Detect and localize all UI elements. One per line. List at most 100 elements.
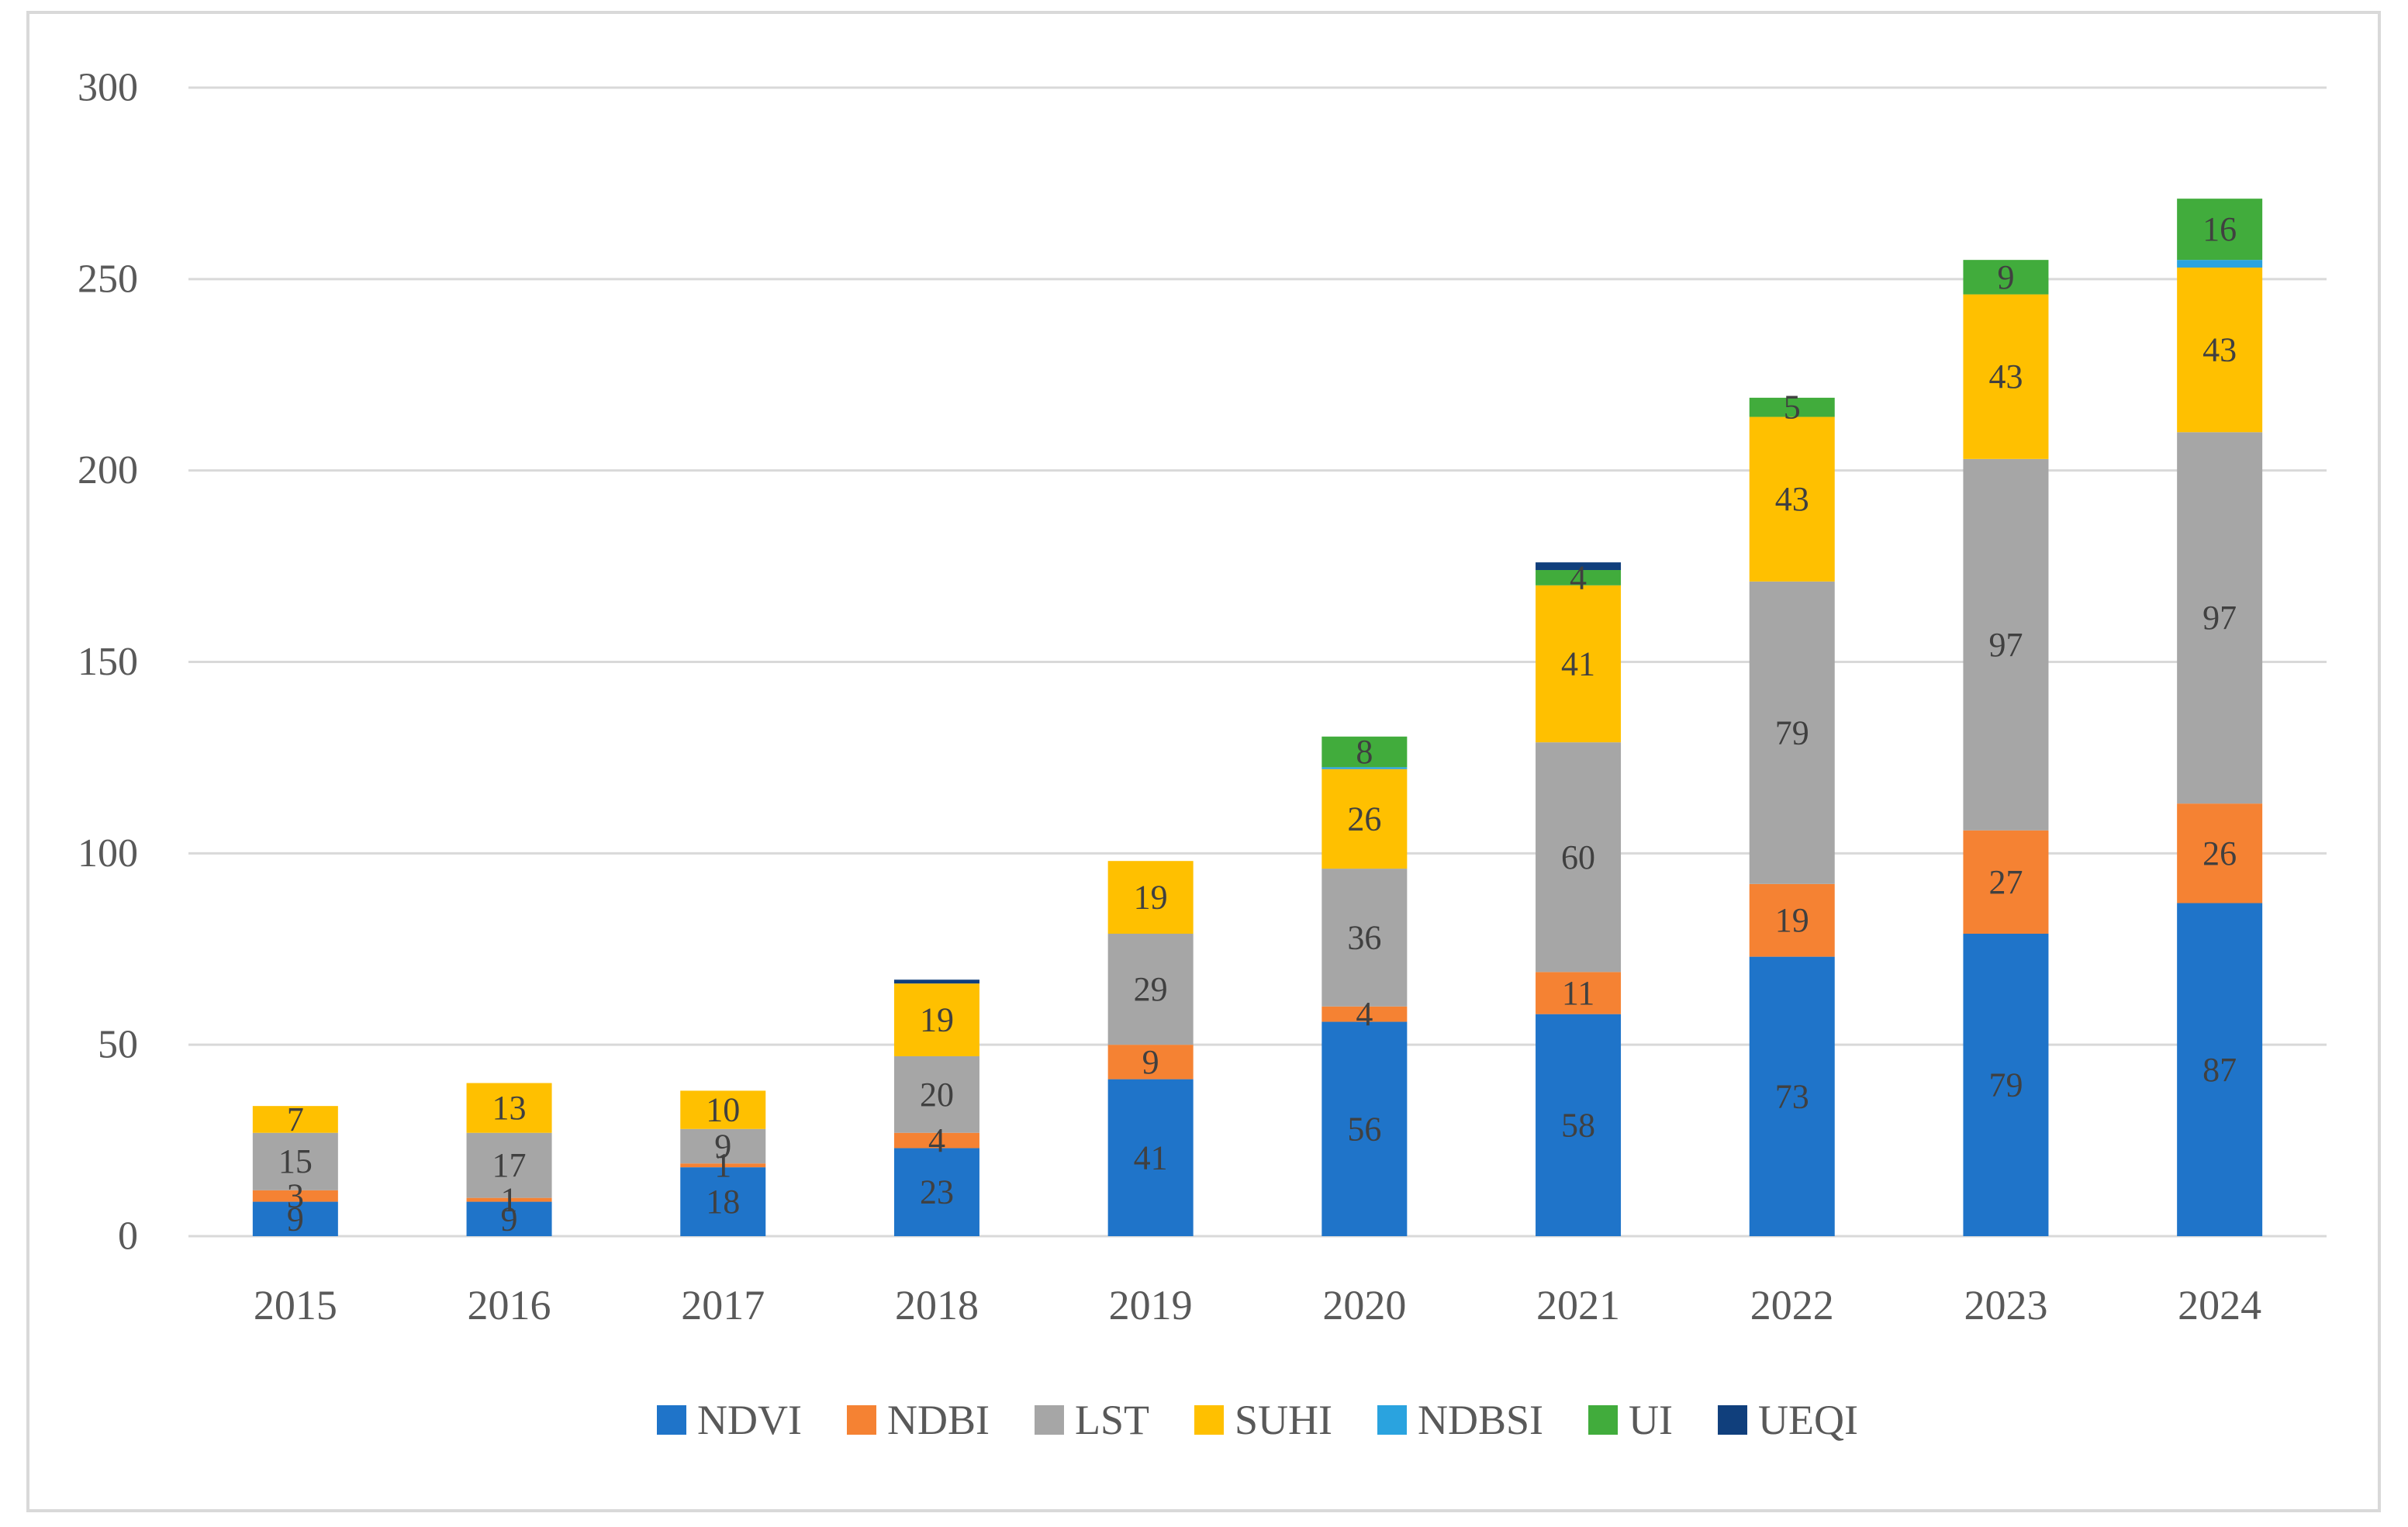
bar-segment-suhi-2018 — [893, 983, 979, 1056]
data-label-ndbi-2019: 9 — [1142, 1043, 1159, 1081]
bar-segment-suhi-2020 — [1321, 769, 1408, 869]
data-label-suhi-2019: 19 — [1134, 879, 1168, 917]
bar-segment-ndbsi-2024 — [2177, 260, 2263, 268]
y-tick-label: 0 — [118, 1214, 138, 1259]
bar-segment-ndvi-2024 — [2177, 903, 2263, 1236]
bar-segment-lst-2017 — [680, 1128, 766, 1164]
legend-label-ndbi: NDBI — [887, 1397, 990, 1443]
bar-segment-ui-2022 — [1749, 397, 1835, 417]
data-label-ndvi-2023: 79 — [1988, 1066, 2023, 1104]
legend-label-ui: UI — [1629, 1397, 1673, 1443]
bar-segment-ndbi-2024 — [2177, 803, 2263, 903]
data-label-ndvi-2015: 9 — [287, 1200, 304, 1238]
data-label-lst-2020: 36 — [1347, 918, 1381, 956]
bar-segment-suhi-2019 — [1107, 861, 1194, 935]
x-tick-label: 2016 — [468, 1282, 551, 1328]
data-label-lst-2017: 9 — [714, 1127, 731, 1165]
bar-segment-ndvi-2016 — [466, 1201, 552, 1236]
bar-segment-lst-2024 — [2177, 432, 2263, 804]
bar-segment-suhi-2023 — [1963, 294, 2049, 459]
bar-segment-ndvi-2017 — [680, 1167, 766, 1236]
legend-swatch-ueqi — [1718, 1405, 1748, 1435]
legend-swatch-ndbsi — [1377, 1405, 1408, 1435]
data-label-ndbi-2023: 27 — [1988, 863, 2023, 901]
data-label-ndvi-2022: 73 — [1775, 1077, 1809, 1115]
x-tick-label: 2018 — [895, 1282, 979, 1328]
bar-segment-lst-2021 — [1536, 742, 1622, 973]
data-label-ndbi-2024: 26 — [2202, 834, 2237, 872]
data-label-suhi-2020: 26 — [1347, 800, 1381, 838]
bar-segment-suhi-2015 — [252, 1106, 338, 1133]
y-tick-label: 150 — [78, 640, 138, 684]
bar-segment-suhi-2016 — [466, 1083, 552, 1133]
bar-segment-ndbi-2023 — [1963, 830, 2049, 935]
bar-segment-ndbi-2017 — [680, 1163, 766, 1168]
data-label-lst-2016: 17 — [492, 1146, 527, 1184]
bar-segment-ndvi-2021 — [1536, 1014, 1622, 1236]
y-tick-label: 200 — [78, 448, 138, 492]
data-label-suhi-2016: 13 — [492, 1089, 527, 1127]
legend-label-ueqi: UEQI — [1758, 1397, 1858, 1443]
y-tick-label: 100 — [78, 831, 138, 876]
data-label-ndvi-2016: 9 — [501, 1200, 518, 1238]
data-label-ndvi-2018: 23 — [920, 1173, 954, 1211]
bar-segment-ndvi-2023 — [1963, 934, 2049, 1236]
data-label-lst-2021: 60 — [1561, 838, 1595, 876]
legend-swatch-suhi — [1194, 1405, 1224, 1435]
bar-segment-lst-2015 — [252, 1132, 338, 1190]
legend-label-ndbsi: NDBSI — [1418, 1397, 1543, 1443]
data-label-suhi-2018: 19 — [920, 1001, 954, 1039]
data-label-ui-2024: 16 — [2202, 210, 2237, 248]
data-label-ndvi-2019: 41 — [1134, 1138, 1168, 1176]
data-label-lst-2015: 15 — [278, 1142, 313, 1180]
data-label-ui-2022: 5 — [1784, 389, 1801, 427]
data-labels: 9315791171318191023420194192919564362685… — [278, 210, 2237, 1238]
data-label-ndbi-2018: 4 — [928, 1121, 945, 1159]
x-tick-label: 2022 — [1750, 1282, 1834, 1328]
x-tick-label: 2019 — [1109, 1282, 1193, 1328]
bar-segment-ui-2020 — [1321, 736, 1408, 768]
data-label-lst-2019: 29 — [1134, 970, 1168, 1008]
data-label-ndbi-2015: 3 — [287, 1177, 304, 1215]
data-label-suhi-2024: 43 — [2202, 331, 2237, 369]
data-label-ndvi-2021: 58 — [1561, 1106, 1595, 1144]
bar-segment-ndvi-2015 — [252, 1201, 338, 1236]
data-label-lst-2023: 97 — [1988, 626, 2023, 664]
legend-label-suhi: SUHI — [1235, 1397, 1332, 1443]
bar-segment-ndbi-2019 — [1107, 1045, 1194, 1080]
bar-segment-ndvi-2022 — [1749, 956, 1835, 1236]
y-axis-tick-labels: 0 50 100 150 200 250 300 — [78, 66, 138, 1259]
data-label-ui-2023: 9 — [1997, 258, 2014, 296]
bar-segment-ndbi-2018 — [893, 1132, 979, 1149]
data-label-ndbi-2022: 19 — [1775, 901, 1809, 939]
data-label-suhi-2017: 10 — [706, 1091, 740, 1129]
legend: NDVI NDBI LST SUHI NDBSI UI UEQI — [657, 1397, 1858, 1443]
x-tick-label: 2023 — [1964, 1282, 2047, 1328]
bar-segment-ndbi-2022 — [1749, 883, 1835, 957]
bars — [252, 199, 2263, 1236]
data-label-ndbi-2016: 1 — [501, 1181, 518, 1219]
data-label-ui-2020: 8 — [1356, 733, 1373, 771]
bar-segment-ndbi-2015 — [252, 1190, 338, 1202]
bar-segment-lst-2023 — [1963, 458, 2049, 831]
bar-segment-lst-2016 — [466, 1132, 552, 1198]
data-label-suhi-2021: 41 — [1561, 644, 1595, 682]
x-tick-label: 2017 — [681, 1282, 765, 1328]
data-label-suhi-2015: 7 — [287, 1100, 304, 1138]
bar-segment-ui-2021 — [1536, 570, 1622, 586]
legend-swatch-lst — [1034, 1405, 1064, 1435]
bar-segment-ueqi-2018 — [893, 979, 979, 984]
x-tick-label: 2024 — [2178, 1282, 2261, 1328]
data-label-ndbi-2020: 4 — [1356, 995, 1373, 1033]
bar-segment-suhi-2021 — [1536, 585, 1622, 743]
y-tick-label: 50 — [98, 1023, 138, 1067]
data-label-ndvi-2017: 18 — [706, 1183, 740, 1221]
bar-segment-ui-2024 — [2177, 199, 2263, 261]
bar-segment-ndbsi-2020 — [1321, 767, 1408, 769]
data-label-suhi-2023: 43 — [1988, 358, 2023, 396]
bar-segment-suhi-2022 — [1749, 416, 1835, 582]
data-label-ui-2021: 4 — [1570, 558, 1587, 596]
bar-segment-lst-2019 — [1107, 934, 1194, 1045]
chart-frame: 0 50 100 150 200 250 300 9 3 15 7 9 1 17 13 18 1 9 10 23 4 2… — [26, 11, 2381, 1512]
